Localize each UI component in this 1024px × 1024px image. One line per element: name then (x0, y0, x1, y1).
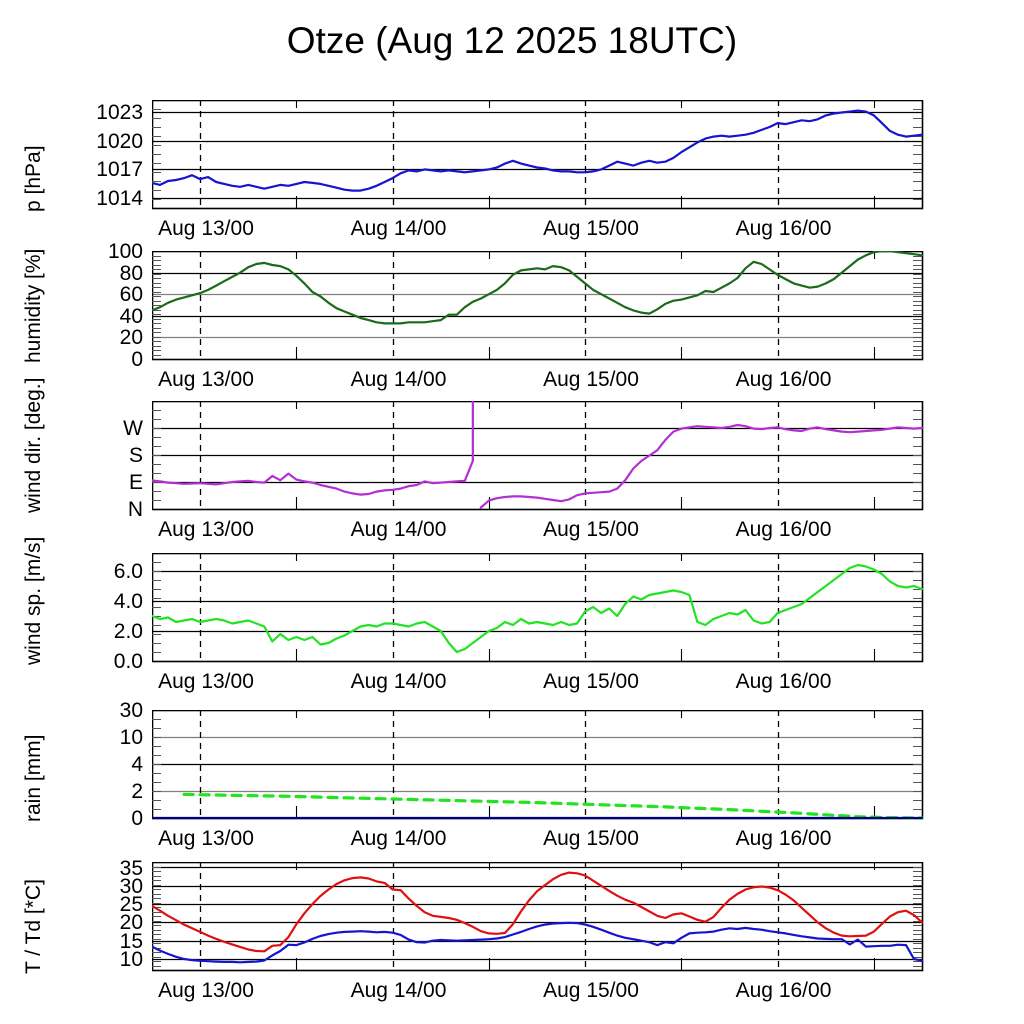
x-tick-humidity-1: Aug 14/00 (350, 368, 447, 391)
y-tick-humidity-4: 80 (119, 261, 143, 285)
x-tick-wind_speed-2: Aug 15/00 (543, 670, 639, 693)
y-tick-humidity-0: 0 (131, 348, 143, 371)
y-tick-rain-0: 0 (131, 807, 143, 830)
series-temperature-0 (152, 871, 924, 953)
y-tick-humidity-1: 20 (119, 326, 143, 350)
x-tick-pressure-2: Aug 15/00 (543, 217, 639, 240)
x-tick-humidity-3: Aug 16/00 (735, 368, 832, 391)
y-tick-temperature-4: 30 (119, 874, 143, 898)
x-tick-temperature-3: Aug 16/00 (735, 979, 832, 1002)
plot-area-rain (152, 710, 924, 820)
y-axis-label-wind_direction: wind dir. [deg.] (22, 377, 45, 513)
plot-area-wind_speed (152, 553, 924, 663)
x-tick-rain-2: Aug 15/00 (543, 827, 639, 850)
y-axis-label-humidity: humidity [%] (22, 248, 45, 363)
y-axis-label-rain: rain [mm] (22, 734, 45, 822)
y-tick-pressure-3: 1023 (96, 100, 143, 124)
y-tick-wind_direction-3: W (123, 417, 143, 440)
plot-area-pressure (152, 100, 924, 210)
y-axis-label-temperature: T / Td [*C] (22, 879, 45, 974)
page-title: Otze (Aug 12 2025 18UTC) (286, 20, 738, 61)
x-tick-temperature-0: Aug 13/00 (158, 979, 254, 1002)
y-tick-temperature-3: 25 (119, 893, 143, 917)
x-tick-wind_direction-3: Aug 16/00 (735, 518, 832, 541)
x-tick-wind_direction-2: Aug 15/00 (543, 518, 639, 541)
series-wind_speed-0 (152, 563, 924, 654)
plot-area-temperature (152, 862, 924, 972)
y-tick-pressure-0: 1014 (96, 187, 143, 211)
x-tick-temperature-1: Aug 14/00 (350, 979, 447, 1002)
y-tick-wind_speed-2: 4.0 (113, 590, 143, 613)
y-tick-humidity-3: 60 (119, 283, 143, 307)
x-tick-wind_direction-1: Aug 14/00 (350, 518, 447, 541)
y-tick-pressure-1: 1017 (96, 158, 143, 182)
y-axis-label-pressure: p [hPa] (22, 145, 45, 212)
y-tick-wind_direction-0: N (127, 498, 143, 521)
plot-area-humidity (152, 251, 924, 361)
x-tick-wind_direction-0: Aug 13/00 (158, 518, 254, 541)
x-tick-humidity-2: Aug 15/00 (543, 368, 639, 391)
x-tick-rain-1: Aug 14/00 (350, 827, 447, 850)
y-tick-temperature-0: 10 (119, 948, 143, 972)
y-tick-humidity-5: 100 (107, 240, 143, 263)
y-tick-rain-4: 30 (119, 699, 143, 722)
x-tick-rain-0: Aug 13/00 (158, 827, 254, 850)
y-tick-temperature-1: 15 (119, 929, 143, 953)
y-tick-rain-2: 4 (131, 753, 143, 776)
series-pressure-0 (152, 109, 924, 192)
series-wind_direction-0 (152, 459, 474, 496)
series-wind_direction-1 (479, 423, 924, 509)
y-tick-wind_direction-2: S (128, 444, 143, 467)
y-tick-rain-1: 2 (131, 780, 143, 803)
x-tick-pressure-3: Aug 16/00 (735, 217, 832, 240)
series-rain-0 (182, 792, 924, 820)
y-tick-pressure-2: 1020 (96, 129, 143, 153)
y-tick-wind_speed-1: 2.0 (113, 620, 143, 643)
x-tick-temperature-2: Aug 15/00 (543, 979, 639, 1002)
x-tick-wind_speed-3: Aug 16/00 (735, 670, 832, 693)
x-tick-rain-3: Aug 16/00 (735, 827, 832, 850)
y-axis-label-wind_speed: wind sp. [m/s] (22, 536, 45, 665)
x-tick-humidity-0: Aug 13/00 (158, 368, 254, 391)
y-tick-temperature-2: 20 (119, 911, 143, 935)
x-tick-pressure-1: Aug 14/00 (350, 217, 447, 240)
y-tick-wind_speed-0: 0.0 (113, 650, 143, 673)
y-tick-rain-3: 10 (119, 726, 143, 749)
series-humidity-0 (152, 251, 924, 325)
y-tick-wind_direction-1: E (128, 471, 143, 494)
y-tick-humidity-2: 40 (119, 304, 143, 328)
plot-area-wind_direction (152, 401, 924, 511)
x-tick-pressure-0: Aug 13/00 (158, 217, 254, 240)
y-tick-temperature-5: 35 (119, 856, 143, 880)
y-tick-wind_speed-3: 6.0 (113, 560, 143, 583)
x-tick-wind_speed-1: Aug 14/00 (350, 670, 447, 693)
series-temperature-1 (152, 921, 924, 964)
x-tick-wind_speed-0: Aug 13/00 (158, 670, 254, 693)
